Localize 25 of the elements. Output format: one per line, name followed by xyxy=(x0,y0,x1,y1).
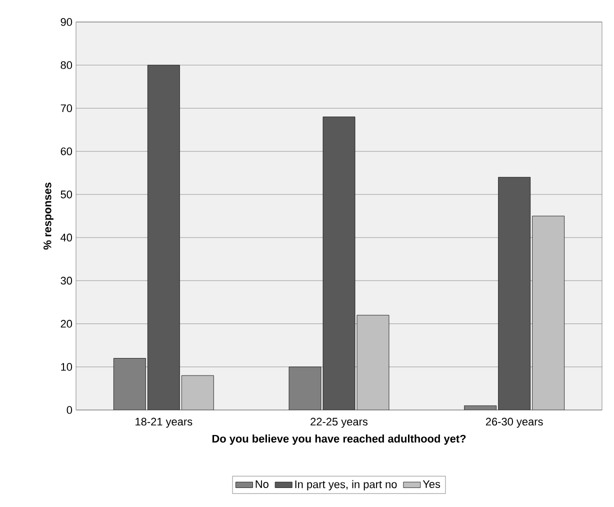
bar xyxy=(532,216,565,410)
y-tick-label: 80 xyxy=(60,61,72,69)
legend-label: In part yes, in part no xyxy=(295,480,397,490)
y-tick-label: 90 xyxy=(60,18,72,26)
y-tick-label: 30 xyxy=(60,276,72,285)
bar xyxy=(498,177,531,410)
bar xyxy=(181,375,214,410)
x-axis-title: Do you believe you have reached adulthood yet? xyxy=(212,434,466,445)
y-tick-label: 50 xyxy=(60,190,72,198)
x-tick-label: 18-21 years xyxy=(136,418,192,428)
x-tick-label: 22-25 years xyxy=(310,418,368,428)
bar xyxy=(147,64,180,410)
y-tick-label: 60 xyxy=(60,147,72,156)
legend-label: No xyxy=(256,480,268,488)
bar xyxy=(356,314,390,410)
x-tick-label: 26-30 years xyxy=(486,418,543,428)
y-tick-label: 20 xyxy=(60,320,72,328)
y-tick-label: 10 xyxy=(61,363,72,371)
bar xyxy=(288,366,322,410)
legend-label: Yes xyxy=(422,480,440,488)
y-axis-title: % responses xyxy=(44,182,54,250)
bar xyxy=(322,116,356,410)
y-tick-label: 40 xyxy=(60,234,72,242)
y-tick-label: 70 xyxy=(60,104,72,112)
y-tick-label: 0 xyxy=(66,406,72,414)
